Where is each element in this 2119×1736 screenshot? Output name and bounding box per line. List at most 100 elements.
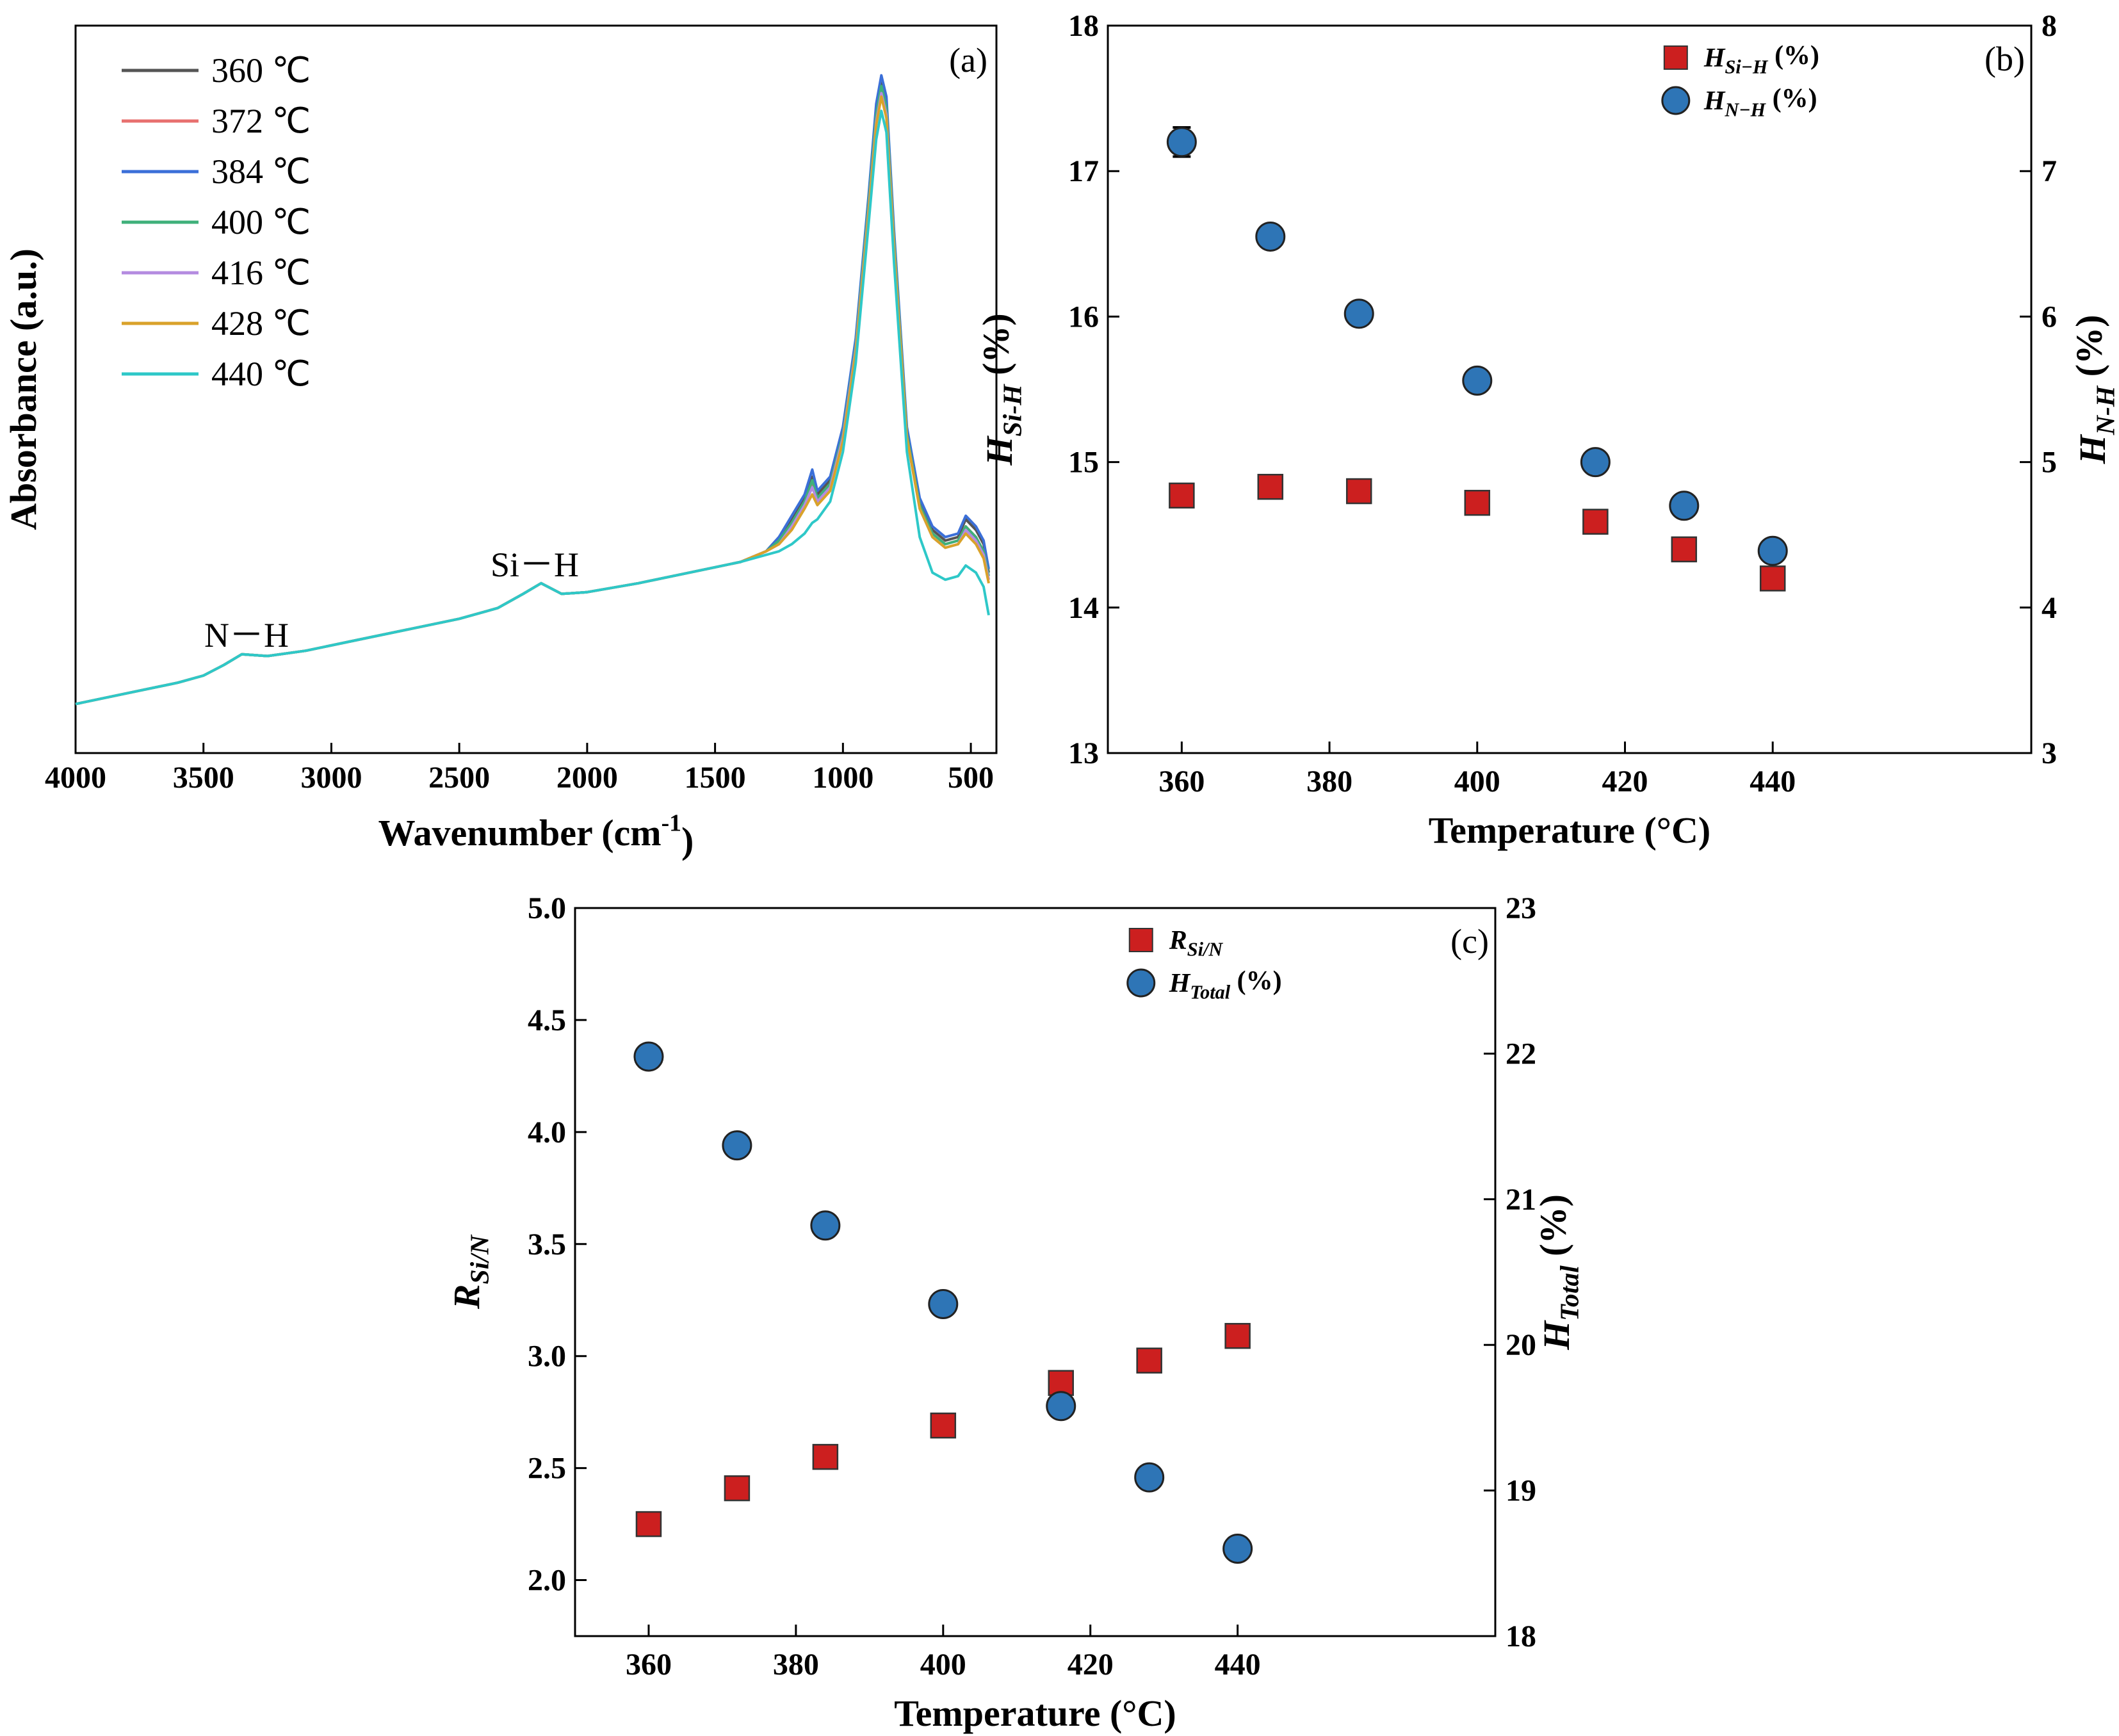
x-tick-label-panel-b: 420 — [1602, 765, 1648, 799]
y-right-tick-label-panel-b: 5 — [2042, 446, 2057, 480]
legend-label-panel-b-0: HSi−H (%) — [1703, 41, 1819, 78]
legend-label-0: 360 ℃ — [211, 51, 311, 90]
x-tick-label-panel-b: 440 — [1750, 765, 1796, 799]
y-left-axis-title-panel-c: RSi/N — [446, 1234, 495, 1310]
legend-label-panel-c-0-sub: Si/N — [1187, 939, 1224, 961]
legend-label-panel-b-0-unit: (%) — [1768, 41, 1819, 70]
y-left-axis-title-panel-b: HSi-H (%) — [975, 313, 1027, 466]
plot-frame-a — [74, 24, 998, 754]
square-point — [1136, 1347, 1162, 1374]
y-right-tick-label-panel-c: 23 — [1506, 891, 1536, 925]
square-point — [1169, 482, 1195, 509]
x-tick-label-panel-b: 360 — [1158, 765, 1205, 799]
circle-point — [1222, 1534, 1253, 1564]
x-tick-label-a: 2000 — [556, 761, 618, 795]
y-left-axis-title-panel-b-main: H — [978, 435, 1020, 466]
legend-label-panel-c-1-sub: Total — [1190, 982, 1230, 1003]
spectrum-line-6 — [75, 110, 990, 706]
circle-point — [722, 1130, 752, 1161]
x-tick-label-a: 1500 — [685, 761, 746, 795]
y-right-tick-label-panel-b: 8 — [2042, 9, 2057, 43]
legend-label-panel-c-1-unit: (%) — [1230, 966, 1281, 996]
y-right-tick-label-panel-c: 19 — [1506, 1474, 1536, 1508]
circle-point — [1255, 221, 1286, 252]
x-tick-label-panel-b: 400 — [1454, 765, 1500, 799]
legend-square-panel-c — [1128, 928, 1153, 952]
y-right-tick-label-panel-b: 4 — [2042, 591, 2057, 625]
legend-label-panel-b-1: HN−H (%) — [1703, 84, 1817, 121]
y-right-tick-label-panel-c: 22 — [1506, 1037, 1536, 1071]
x-tick-label-a: 1000 — [812, 761, 873, 795]
square-point — [1671, 536, 1698, 563]
panel-label-panel-b: (b) — [1985, 40, 2025, 78]
x-tick-label-a: 4000 — [45, 761, 106, 795]
circle-point — [1580, 447, 1611, 478]
y-right-axis-title-panel-c-unit: (%) — [1532, 1194, 1573, 1265]
legend-label-panel-c-1: HTotal (%) — [1169, 966, 1282, 1003]
square-point — [812, 1443, 839, 1470]
circle-point — [1669, 491, 1700, 521]
legend-label-2: 384 ℃ — [211, 152, 311, 191]
circle-point — [1166, 127, 1197, 158]
square-point — [1224, 1322, 1251, 1349]
y-left-tick-label-panel-c: 4.0 — [528, 1115, 566, 1149]
panel-label-a: (a) — [949, 41, 987, 79]
y-left-tick-label-panel-c: 2.5 — [528, 1452, 566, 1486]
y-left-axis-title-panel-c-sub: Si/N — [466, 1234, 495, 1284]
panel-c: 360 380 400 420 440 2.0 2.5 3.0 3.5 4.0 4.5 5.0 18 19… — [446, 891, 1585, 1734]
legend-label-panel-c-0: RSi/N — [1169, 926, 1224, 961]
x-axis-title-panel-b: Temperature (°C) — [1429, 809, 1710, 851]
legend-label-panel-b-1-sub: N−H — [1725, 99, 1767, 121]
y-left-tick-label-panel-b: 14 — [1068, 591, 1099, 625]
y-right-axis-title-panel-c-main: H — [1536, 1320, 1577, 1351]
y-right-axis-title-panel-b: HN-H (%) — [2068, 315, 2119, 465]
x-axis-title-a-text: Wavenumber (cm — [378, 812, 662, 854]
legend-circle-panel-b — [1661, 86, 1691, 115]
y-right-axis-title-panel-c-sub: Total — [1555, 1265, 1585, 1321]
legend-square-panel-b — [1663, 45, 1688, 70]
legend-circle-panel-c — [1126, 968, 1156, 998]
x-axis-title-a-sup: -1 — [662, 809, 681, 836]
y-left-tick-label-panel-b: 18 — [1068, 9, 1099, 43]
legend-label-4: 416 ℃ — [211, 254, 311, 292]
panel-b: 360 380 400 420 440 13 14 15 16 17 18 3 4 5 6 7 8 Tempera… — [975, 9, 2119, 851]
y-right-axis-title-panel-b-main: H — [2072, 434, 2113, 464]
legend-label-panel-c-0-main: R — [1169, 926, 1187, 955]
y-left-tick-label-panel-c: 3.0 — [528, 1340, 566, 1374]
annotation-nh: N－H — [204, 616, 289, 654]
square-point — [930, 1412, 957, 1439]
y-left-axis-title-panel-b-unit: (%) — [975, 313, 1016, 384]
x-tick-label-panel-c: 420 — [1068, 1648, 1114, 1682]
legend-label-panel-b-0-main: H — [1703, 44, 1726, 73]
circle-point — [1462, 365, 1493, 396]
y-right-tick-label-panel-c: 20 — [1506, 1328, 1536, 1362]
x-axis-title-a-end: ) — [681, 820, 694, 861]
annotation-sih: Si－H — [491, 546, 579, 584]
y-left-tick-label-panel-b: 13 — [1068, 736, 1099, 770]
x-axis-title-a: Wavenumber (cm-1) — [378, 809, 694, 861]
panel-label-panel-c: (c) — [1450, 922, 1489, 961]
y-left-tick-label-panel-c: 3.5 — [528, 1228, 566, 1261]
x-tick-label-panel-c: 440 — [1215, 1648, 1261, 1682]
y-left-axis-title-panel-b-sub: Si-H — [998, 384, 1028, 437]
square-point — [1759, 565, 1786, 592]
y-axis-title-a: Absorbance (a.u.) — [3, 248, 44, 530]
square-point — [1345, 478, 1372, 505]
circle-point — [928, 1289, 959, 1320]
y-left-axis-title-panel-c-main: R — [446, 1284, 487, 1310]
legend-label-1: 372 ℃ — [211, 102, 311, 140]
y-left-tick-label-panel-b: 17 — [1068, 154, 1099, 188]
circle-point — [1757, 535, 1788, 566]
y-left-tick-label-panel-b: 16 — [1068, 300, 1099, 334]
legend-label-3: 400 ℃ — [211, 203, 311, 241]
legend-label-5: 428 ℃ — [211, 304, 311, 343]
x-tick-label-a: 3000 — [300, 761, 362, 795]
x-axis-title-panel-c: Temperature (°C) — [894, 1692, 1176, 1734]
y-right-tick-label-panel-c: 18 — [1506, 1619, 1536, 1653]
plot-frame-panel-c — [574, 907, 1497, 1637]
square-point — [1582, 508, 1609, 535]
circle-point — [1046, 1391, 1076, 1422]
square-point — [1464, 489, 1491, 516]
circle-point — [810, 1210, 841, 1241]
